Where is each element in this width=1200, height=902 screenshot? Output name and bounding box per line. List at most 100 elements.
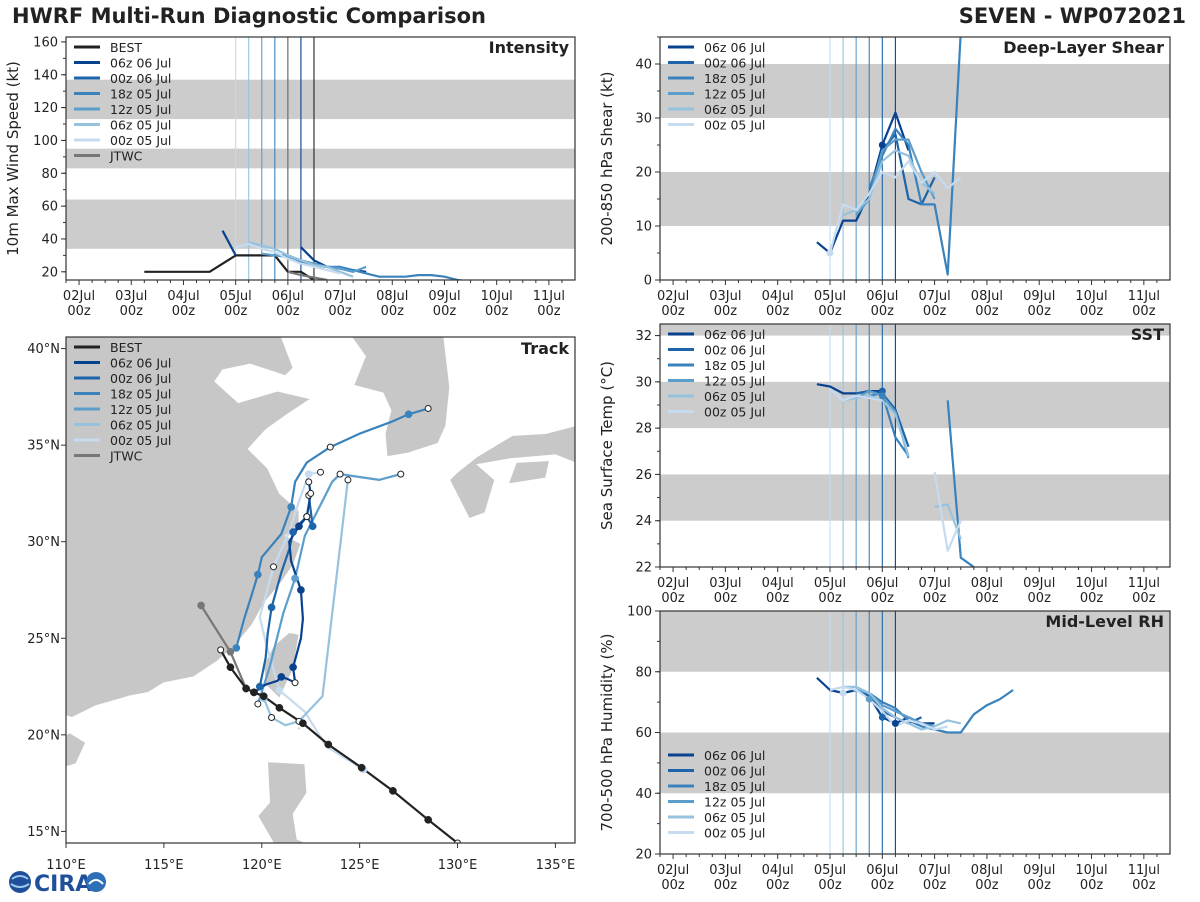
- data-point: [865, 695, 873, 703]
- x-tick-label: 06Jul: [272, 289, 304, 304]
- hainan-island: [66, 732, 87, 768]
- legend-entry: 18z 05 Jul: [704, 358, 765, 373]
- sst-plot-area: [660, 324, 1170, 567]
- track-point: [277, 673, 286, 681]
- x-tick-label: 10Jul: [1075, 863, 1107, 878]
- track-point: [232, 644, 241, 652]
- track-point: [275, 703, 284, 712]
- x-tick-label: 00z: [485, 304, 509, 319]
- axes-frame: [65, 336, 576, 844]
- x-tick-label: 04Jul: [167, 289, 199, 304]
- y-tick-label: 35°N: [27, 439, 60, 454]
- x-tick-label: 125°E: [340, 858, 380, 873]
- series-line: [287, 270, 328, 280]
- legend-entry: 06z 05 Jul: [110, 118, 171, 133]
- x-tick-label: 00z: [923, 304, 947, 319]
- x-tick-label: 05Jul: [814, 576, 846, 591]
- legend-entry: JTWC: [109, 449, 143, 464]
- shaded-band: [660, 172, 1170, 226]
- rh-panel: 2040608010002Jul00z03Jul00z04Jul00z05Jul…: [598, 605, 1171, 893]
- y-tick-label: 100: [33, 134, 58, 149]
- data-point: [878, 392, 886, 400]
- y-tick-label: 40: [41, 232, 58, 247]
- x-tick-label: 00z: [1132, 878, 1156, 893]
- x-tick-label: 00z: [766, 591, 790, 606]
- series-line: [235, 242, 341, 275]
- y-tick-label: 20: [635, 166, 652, 181]
- shear-plot-area: [660, 37, 1170, 280]
- x-tick-label: 07Jul: [324, 289, 356, 304]
- track-point: [389, 787, 397, 795]
- legend-entry: 18z 05 Jul: [110, 87, 171, 102]
- y-tick-label: 30: [635, 112, 652, 127]
- track-line: [256, 473, 402, 705]
- x-tick-label: 11Jul: [1128, 863, 1160, 878]
- x-tick-label: 00z: [1080, 304, 1104, 319]
- storm-id: SEVEN - WP072021: [958, 4, 1186, 28]
- legend-entry: 12z 05 Jul: [704, 795, 765, 810]
- panel-title: SST: [1131, 325, 1164, 344]
- track-point: [295, 522, 303, 531]
- x-tick-label: 00z: [1028, 304, 1052, 319]
- agency-seal-icon: [86, 872, 106, 892]
- y-tick-label: 25°N: [27, 632, 60, 647]
- y-tick-label: 80: [635, 665, 652, 680]
- legend-entry: 00z 06 Jul: [704, 343, 765, 358]
- axes-frame: [659, 36, 1171, 281]
- x-tick-label: 09Jul: [1023, 863, 1055, 878]
- y-tick-label: 100: [627, 605, 652, 620]
- x-tick-label: 00z: [120, 304, 144, 319]
- x-tick-label: 00z: [818, 304, 842, 319]
- shaded-band: [66, 79, 575, 120]
- legend-entry: 18z 05 Jul: [704, 71, 765, 86]
- x-tick-label: 11Jul: [1128, 289, 1160, 304]
- series-line: [842, 394, 910, 457]
- x-tick-label: 00z: [537, 304, 561, 319]
- x-tick-label: 00z: [975, 304, 999, 319]
- x-tick-label: 07Jul: [918, 289, 950, 304]
- x-tick-label: 05Jul: [814, 289, 846, 304]
- x-tick-label: 00z: [224, 304, 248, 319]
- x-tick-label: 03Jul: [709, 576, 741, 591]
- y-axis-label: Sea Surface Temp (°C): [598, 361, 616, 530]
- x-tick-label: 03Jul: [709, 863, 741, 878]
- track-point: [250, 688, 258, 697]
- x-tick-label: 00z: [766, 304, 790, 319]
- panel-title: Mid-Level RH: [1045, 612, 1164, 631]
- x-tick-label: 130°E: [438, 858, 478, 873]
- panel-title: Deep-Layer Shear: [1003, 38, 1164, 57]
- x-tick-label: 07Jul: [918, 576, 950, 591]
- track-point: [287, 503, 295, 511]
- y-tick-label: 30°N: [27, 535, 60, 550]
- track-point: [226, 663, 235, 672]
- series-line: [144, 254, 315, 280]
- y-tick-label: 0: [644, 274, 652, 289]
- series-line: [933, 471, 962, 552]
- x-tick-label: 00z: [923, 591, 947, 606]
- track-point: [291, 679, 299, 687]
- x-tick-label: 00z: [871, 591, 895, 606]
- x-tick-label: 05Jul: [220, 289, 252, 304]
- shaded-band: [660, 732, 1170, 794]
- track-point: [454, 839, 462, 843]
- legend-entry: 00z 06 Jul: [704, 56, 765, 71]
- y-tick-label: 10: [635, 220, 652, 235]
- x-tick-label: 10Jul: [1075, 576, 1107, 591]
- track-line: [219, 649, 459, 843]
- legend-entry: 00z 05 Jul: [704, 826, 765, 841]
- track-point: [270, 563, 278, 571]
- x-tick-label: 09Jul: [1023, 289, 1055, 304]
- x-tick-label: 00z: [975, 591, 999, 606]
- data-point: [839, 689, 847, 697]
- track-point: [289, 528, 297, 536]
- korea-peninsula: [351, 337, 451, 458]
- track-point: [275, 686, 284, 695]
- x-tick-label: 00z: [1028, 878, 1052, 893]
- x-tick-label: 00z: [661, 304, 685, 319]
- x-tick-label: 03Jul: [709, 289, 741, 304]
- x-tick-label: 00z: [276, 304, 300, 319]
- x-tick-label: 00z: [975, 878, 999, 893]
